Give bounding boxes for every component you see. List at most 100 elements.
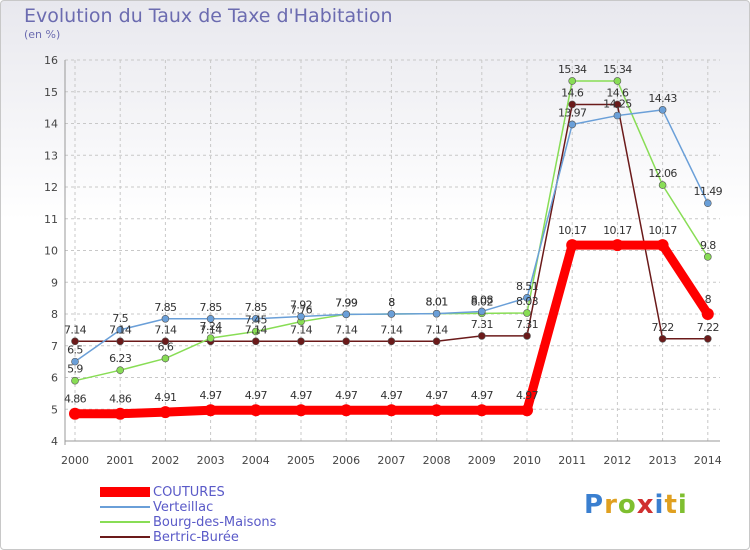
data-label: 10.17: [648, 224, 677, 237]
data-point: [703, 199, 712, 207]
x-tick-label: 2003: [197, 454, 225, 467]
legend-label: Bertric-Burée: [153, 529, 239, 545]
x-tick-label: 2010: [513, 454, 541, 467]
data-point: [340, 404, 353, 417]
data-label: 7.99: [335, 296, 358, 309]
x-tick-label: 2014: [694, 454, 722, 467]
y-tick-label: 7: [51, 340, 58, 353]
chart-title: Evolution du Taux de Taxe d'Habitation: [24, 5, 393, 27]
data-point: [252, 327, 260, 336]
data-label: 14.6: [606, 86, 629, 99]
x-tick-label: 2005: [287, 454, 315, 467]
data-label: 8.03: [516, 295, 539, 308]
data-label: 7.22: [652, 321, 674, 334]
data-point: [477, 332, 486, 340]
chart-subtitle: (en %): [24, 28, 61, 41]
data-label: 6.6: [158, 340, 174, 353]
legend-label: Bourg-des-Maisons: [153, 514, 277, 530]
data-point: [161, 337, 170, 346]
x-tick-label: 2013: [649, 454, 677, 467]
y-tick-label: 4: [51, 435, 58, 448]
y-tick-label: 10: [44, 245, 58, 258]
data-label: 11.49: [694, 185, 723, 198]
legend-item: Bourg-des-Maisons: [100, 514, 277, 530]
data-point: [613, 77, 622, 85]
y-tick-label: 15: [44, 86, 58, 99]
data-point: [523, 309, 531, 317]
data-point: [161, 314, 170, 323]
data-point: [387, 310, 396, 318]
data-label: 4.97: [245, 389, 268, 402]
data-point: [116, 337, 124, 346]
data-point: [475, 404, 488, 417]
x-tick-label: 2006: [332, 454, 360, 467]
data-point: [430, 404, 443, 417]
data-label: 4.97: [426, 389, 449, 402]
data-label: 10.17: [558, 224, 587, 237]
x-tick-label: 2012: [603, 454, 631, 467]
y-tick-label: 6: [51, 372, 58, 385]
data-point: [252, 337, 260, 346]
data-point: [71, 357, 79, 366]
data-label: 7.31: [471, 318, 493, 331]
data-point: [432, 337, 441, 346]
data-point: [206, 314, 215, 323]
data-label: 15.34: [603, 63, 632, 76]
data-label: 4.86: [109, 393, 132, 406]
data-point: [656, 239, 669, 252]
data-point: [342, 310, 351, 319]
data-label: 7.22: [697, 321, 719, 334]
data-point: [161, 354, 170, 363]
x-tick-label: 2011: [558, 454, 586, 467]
data-point: [116, 366, 124, 374]
y-tick-label: 9: [51, 276, 58, 289]
y-tick-label: 13: [44, 149, 58, 162]
legend-item: Bertric-Burée: [100, 529, 239, 545]
data-point: [701, 308, 714, 320]
legend-item: Verteillac: [100, 499, 214, 515]
x-tick-label: 2007: [377, 454, 405, 467]
data-label: 4.97: [516, 389, 539, 402]
data-label: 5.9: [67, 363, 83, 376]
y-tick-label: 12: [44, 181, 58, 194]
data-label: 4.97: [290, 389, 313, 402]
legend-swatch: [100, 506, 150, 508]
data-label: 7.14: [380, 323, 403, 336]
data-point: [252, 314, 260, 323]
data-label: 10.17: [603, 224, 632, 237]
data-point: [297, 312, 305, 321]
data-label: 7.45: [245, 313, 268, 326]
data-point: [114, 407, 127, 420]
y-tick-label: 5: [51, 403, 58, 416]
x-tick-label: 2001: [106, 454, 134, 467]
data-label: 14.43: [648, 92, 677, 105]
data-point: [566, 239, 579, 252]
data-label: 7.99: [335, 296, 358, 309]
data-label: 13.97: [558, 106, 587, 119]
legend-swatch: [100, 487, 150, 497]
data-label: 7.85: [154, 301, 177, 314]
data-label: 7.14: [245, 323, 268, 336]
data-point: [613, 111, 622, 120]
data-point: [69, 407, 81, 420]
data-label: 7.85: [245, 301, 268, 314]
data-label: 7.76: [290, 304, 313, 317]
data-point: [658, 181, 667, 189]
data-label: 7.14: [290, 323, 313, 336]
y-tick-label: 16: [44, 54, 58, 67]
data-point: [523, 294, 531, 302]
legend-label: Verteillac: [153, 499, 214, 515]
data-label: 7.14: [426, 323, 449, 336]
data-label: 8: [705, 293, 712, 306]
data-label: 7.14: [64, 323, 87, 336]
data-point: [568, 120, 577, 129]
data-label: 12.06: [648, 167, 677, 180]
data-point: [477, 307, 486, 316]
data-point: [613, 100, 622, 109]
data-point: [523, 332, 531, 340]
data-label: 9.8: [700, 239, 716, 252]
data-label: 6.23: [109, 352, 132, 365]
data-point: [159, 406, 172, 419]
data-point: [249, 404, 262, 417]
